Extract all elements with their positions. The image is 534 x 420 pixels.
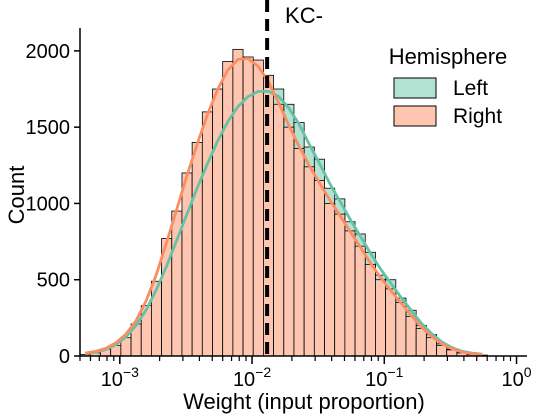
bar-right [201,111,213,357]
y-tick-label: 2000 [26,41,71,63]
y-tick-label: 0 [59,346,70,368]
x-tick-label: 10−2 [233,364,271,391]
bars-right-series [79,48,488,357]
bar-right [212,88,224,357]
bar-right [313,180,325,357]
legend-swatch-right [393,105,437,127]
bar-right [334,213,346,357]
bar-right [283,126,295,357]
legend-label-left: Left [453,77,488,100]
bar-right [415,328,427,357]
x-tick-label: 10−1 [365,364,403,391]
chart-title: KC- [285,3,323,28]
y-tick-label: 500 [37,270,70,292]
axes: 0 500 1000 1500 2000 10−3 10−2 10−1 100 [26,28,532,391]
bar-right [344,230,356,357]
bar-right [273,103,285,357]
x-tick-label: 100 [502,364,532,391]
y-tick-label: 1500 [26,117,71,139]
x-axis-title: Weight (input proportion) [183,389,425,414]
kde-left [84,90,483,356]
legend-swatch-left [393,77,437,99]
legend: Hemisphere Left Right [389,44,508,128]
bar-right [222,61,234,357]
bar-right [252,59,264,357]
bar-right [375,279,387,357]
bar-right [324,203,336,357]
legend-title: Hemisphere [389,44,508,69]
kde-right [84,57,483,356]
kde-curves [84,57,483,356]
bar-right [293,148,305,357]
y-axis-title: Count [4,166,29,225]
bar-right [364,264,376,357]
legend-label-right: Right [453,105,502,128]
bar-right [405,315,417,357]
bar-right [232,48,244,357]
bar-right [181,172,193,357]
bar-right [385,288,397,357]
bar-right [354,245,366,357]
bar-right [191,142,203,357]
bar-right [395,302,407,357]
x-tick-label: 10−3 [101,364,139,391]
y-tick-label: 1000 [26,193,71,215]
bar-right [303,166,315,357]
